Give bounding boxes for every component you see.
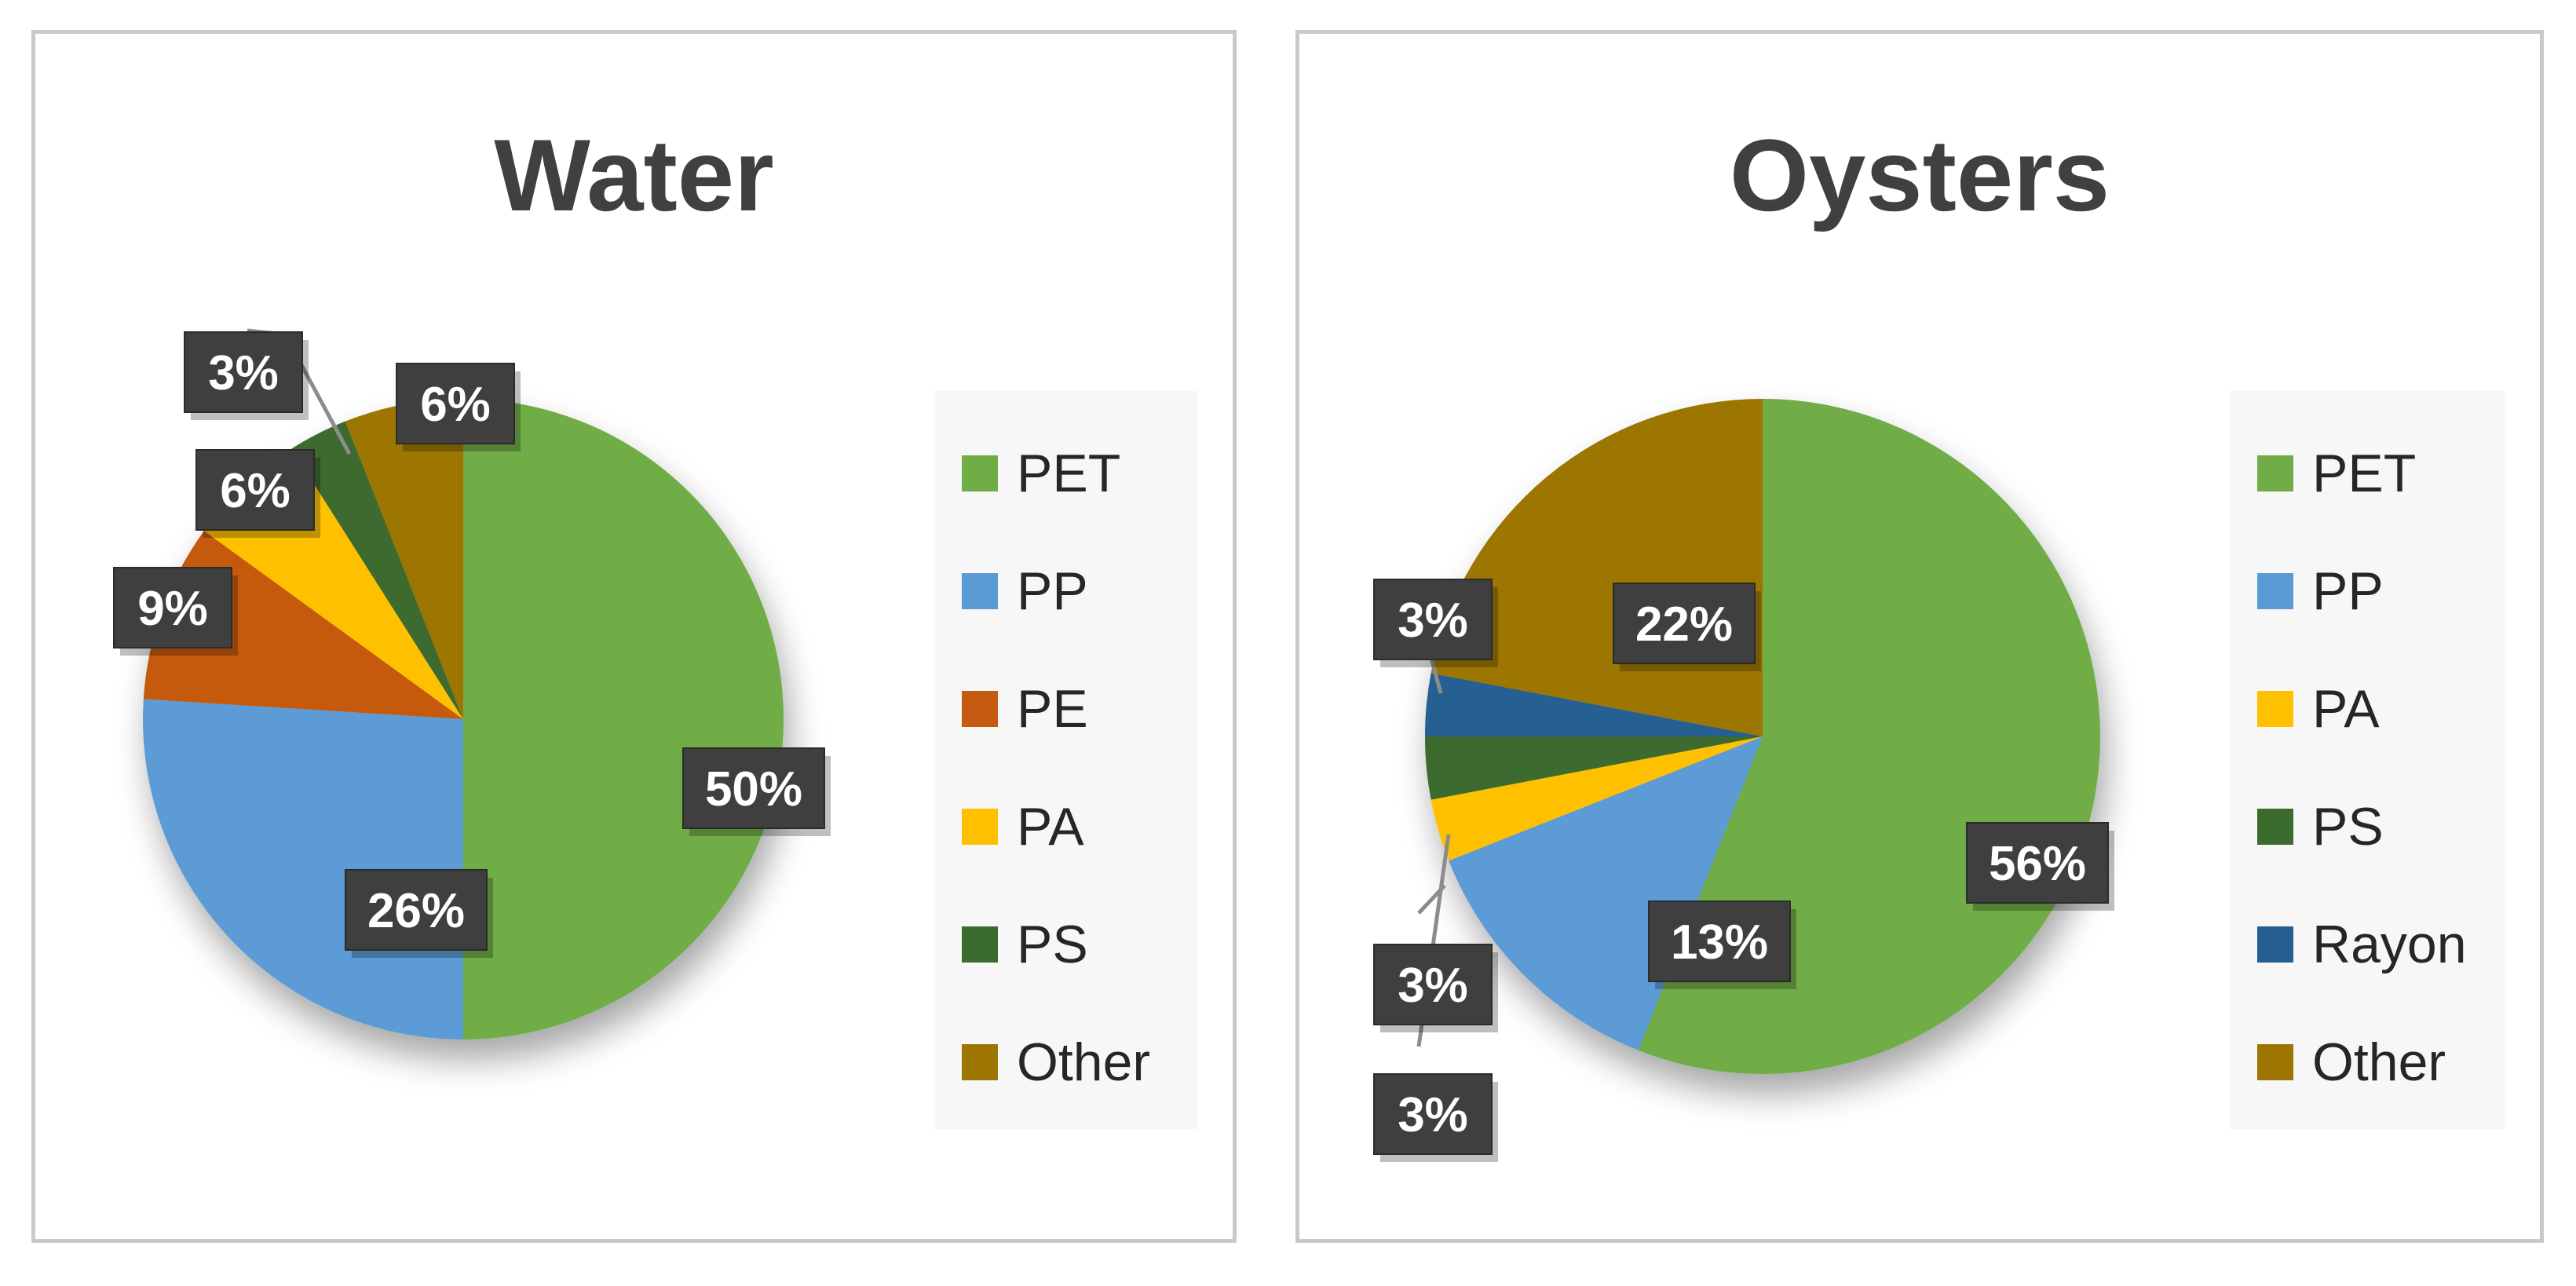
legend-item-ps: PS (2230, 768, 2505, 886)
data-label-pa: 6% (195, 449, 320, 538)
legend-label: PET (1017, 444, 1121, 503)
pie-slice-pa (1431, 736, 1763, 861)
legend-swatch (2257, 691, 2293, 727)
data-label-text: 50% (705, 762, 802, 817)
data-label-text: 9% (137, 582, 208, 636)
legend-swatch (2257, 455, 2293, 491)
legend-item-rayon: Rayon (2230, 886, 2505, 1003)
data-label-text: 3% (1398, 1088, 1468, 1142)
legend-item-pa: PA (2230, 650, 2505, 768)
data-label-pa: 3% (1373, 944, 1498, 1032)
legend-swatch (962, 691, 998, 727)
data-label-ps: 3% (1373, 1073, 1498, 1162)
data-label-text: 13% (1671, 915, 1768, 970)
legend-swatch (2257, 809, 2293, 845)
pie-slice-rayon (1425, 673, 1763, 736)
data-label-text: 22% (1635, 597, 1733, 652)
data-label-ps: 3% (184, 331, 309, 420)
pie-slice-ps (1425, 736, 1763, 800)
legend-swatch (2257, 1044, 2293, 1080)
legend-swatch (962, 809, 998, 845)
legend-item-other: Other (934, 1003, 1197, 1121)
chart-title: Water (494, 118, 774, 232)
pie-chart-oysters: 56% 13% 3% 3% 3% 22% (1373, 399, 2114, 1162)
legend-item-pp: PP (2230, 532, 2505, 650)
legend-swatch (2257, 926, 2293, 963)
data-label-pet: 50% (682, 747, 831, 836)
chart-panel-oysters: Oysters 56% 13% 3% 3% 3% 22% PET PP PA PS Rayon Ot… (1295, 30, 2544, 1243)
legend-item-ps: PS (934, 886, 1197, 1003)
pie-slice-pp (143, 699, 463, 1039)
data-label-rayon: 3% (1373, 579, 1498, 667)
chart-panel-water: Water 50% 26% 9% 6% 3% 6% PET PP PE PA PS Other (31, 30, 1237, 1243)
data-label-pp: 26% (345, 869, 493, 958)
data-label-pet: 56% (1966, 822, 2114, 911)
legend-label: PS (1017, 915, 1088, 974)
data-label-text: 26% (367, 884, 465, 938)
legend-label: PS (2312, 797, 2384, 857)
legend-label: Other (2312, 1032, 2446, 1092)
legend-item-pet: PET (2230, 415, 2505, 532)
chart-legend-water: PET PP PE PA PS Other (934, 391, 1197, 1129)
legend-item-pe: PE (934, 650, 1197, 768)
data-label-pe: 9% (113, 567, 238, 656)
legend-label: Rayon (2312, 915, 2467, 974)
legend-label: Other (1017, 1032, 1151, 1092)
data-label-other: 22% (1613, 583, 1761, 671)
legend-swatch (962, 1044, 998, 1080)
chart-legend-oysters: PET PP PA PS Rayon Other (2230, 391, 2505, 1129)
pie-slice-other (345, 399, 463, 719)
legend-label: PP (1017, 561, 1088, 621)
legend-label: PA (2312, 679, 2380, 739)
legend-item-pp: PP (934, 532, 1197, 650)
legend-item-pet: PET (934, 415, 1197, 532)
legend-item-pa: PA (934, 768, 1197, 886)
pie-slices (143, 399, 784, 1039)
data-label-text: 3% (208, 346, 279, 400)
legend-label: PE (1017, 679, 1088, 739)
legend-item-other: Other (2230, 1003, 2505, 1121)
pie-slice-pp (1449, 736, 1763, 1050)
legend-label: PET (2312, 444, 2417, 503)
data-label-text: 56% (1989, 837, 2086, 891)
legend-swatch (962, 573, 998, 609)
legend-label: PA (1017, 797, 1084, 857)
data-label-other: 6% (396, 363, 521, 451)
legend-swatch (962, 455, 998, 491)
pie-slice-ps (291, 421, 463, 719)
data-label-text: 6% (420, 378, 491, 432)
chart-title: Oysters (1729, 118, 2110, 232)
data-label-text: 6% (220, 464, 290, 518)
pie-slice-pet (463, 399, 784, 1039)
pie-chart-water: 50% 26% 9% 6% 3% 6% (113, 328, 831, 1039)
legend-label: PP (2312, 561, 2384, 621)
legend-swatch (962, 926, 998, 963)
data-label-text: 3% (1398, 594, 1468, 648)
data-label-text: 3% (1398, 959, 1468, 1013)
legend-swatch (2257, 573, 2293, 609)
data-label-pp: 13% (1648, 901, 1796, 989)
